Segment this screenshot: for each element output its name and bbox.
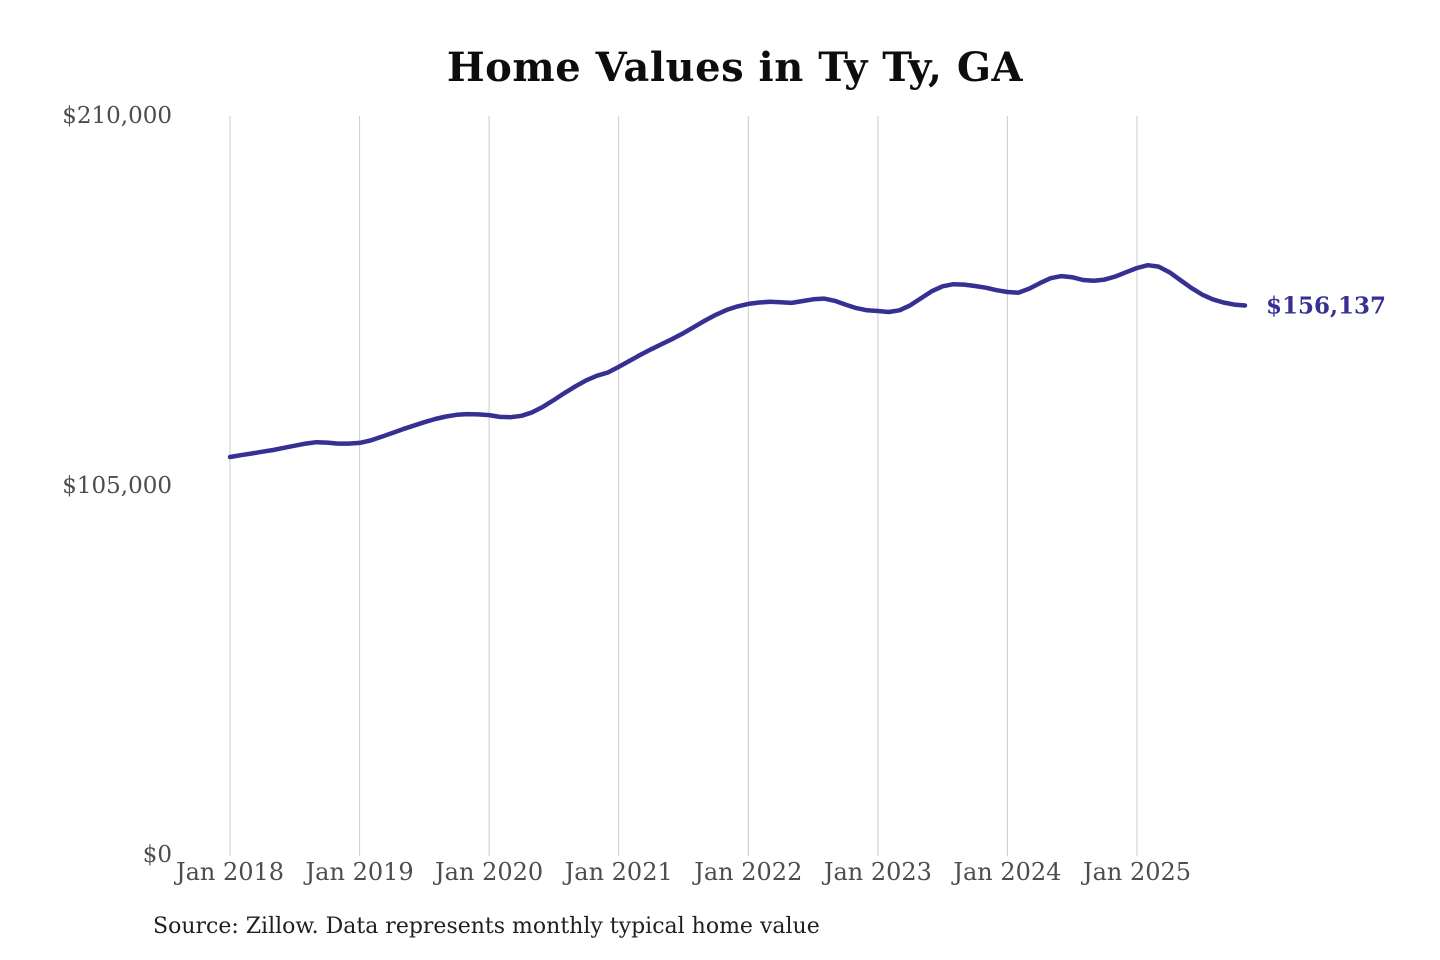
home-value-line — [227, 262, 1248, 460]
source-note: Source: Zillow. Data represents monthly … — [153, 914, 820, 939]
x-tick-label: Jan 2025 — [1082, 858, 1192, 886]
x-tick-label: Jan 2018 — [175, 858, 285, 886]
x-tick-label: Jan 2019 — [305, 858, 414, 886]
chart-title: Home Values in Ty Ty, GA — [446, 44, 1024, 91]
x-tick-label: Jan 2021 — [564, 858, 673, 886]
y-tick-label: $210,000 — [62, 103, 172, 129]
x-tick-label: Jan 2024 — [953, 858, 1062, 886]
y-tick-label: $105,000 — [62, 472, 172, 499]
vertical-gridlines — [229, 116, 1138, 856]
final-value-label: $156,137 — [1265, 292, 1386, 319]
x-tick-label: Jan 2022 — [694, 858, 803, 886]
x-tick-label: Jan 2023 — [823, 858, 932, 886]
x-tick-label: Jan 2020 — [435, 858, 544, 886]
y-tick-label: $0 — [142, 842, 172, 868]
